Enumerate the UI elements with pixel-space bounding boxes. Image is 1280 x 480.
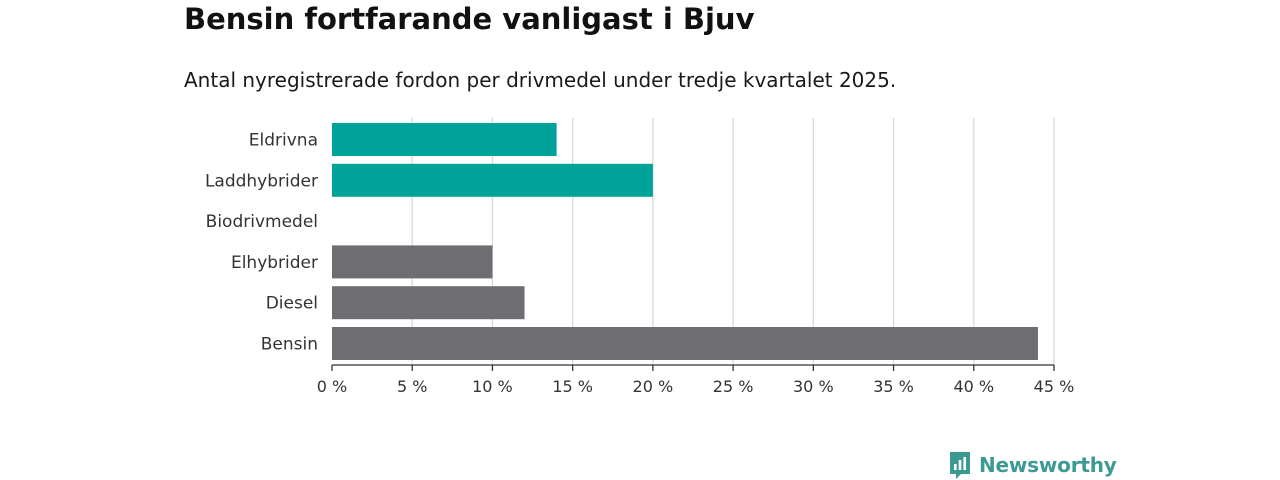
logo-text: Newsworthy: [979, 453, 1117, 477]
x-tick-label-20: 20 %: [633, 377, 674, 396]
x-tick-label-0: 0 %: [317, 377, 347, 396]
bars: [332, 123, 1038, 360]
category-label-biodrivmedel: Biodrivmedel: [206, 212, 318, 232]
bar-eldrivna[interactable]: [332, 123, 557, 156]
x-tick-label-10: 10 %: [472, 377, 513, 396]
category-labels: Eldrivna Laddhybrider Biodrivmedel Elhybrid…: [205, 131, 318, 355]
x-tick-label-5: 5 %: [397, 377, 427, 396]
newsworthy-logo[interactable]: Newsworthy: [948, 450, 1117, 480]
category-label-diesel: Diesel: [266, 294, 318, 314]
x-tick-label-40: 40 %: [953, 377, 994, 396]
category-label-bensin: Bensin: [261, 335, 318, 355]
bar-elhybrider[interactable]: [332, 245, 493, 279]
category-label-laddhybrider: Laddhybrider: [205, 171, 318, 191]
category-label-elhybrider: Elhybrider: [231, 253, 318, 273]
chart-subtitle: Antal nyregistrerade fordon per drivmede…: [184, 68, 897, 92]
newsworthy-logo-icon: [950, 452, 970, 479]
x-axis: 0 % 5 % 10 % 15 % 20 % 25 % 30 % 35 % 40 % 45 %: [317, 364, 1075, 396]
x-tick-label-25: 25 %: [713, 377, 754, 396]
bar-laddhybrider[interactable]: [332, 163, 653, 197]
x-tick-label-30: 30 %: [793, 377, 834, 396]
chart-title: Bensin fortfarande vanligast i Bjuv: [184, 2, 755, 36]
x-tick-label-45: 45 %: [1034, 377, 1075, 396]
gridlines: [411, 118, 1055, 365]
x-tick-label-15: 15 %: [552, 377, 593, 396]
bar-diesel[interactable]: [332, 286, 525, 320]
bar-bensin[interactable]: [332, 327, 1038, 360]
category-label-eldrivna: Eldrivna: [249, 131, 318, 151]
x-tick-label-35: 35 %: [873, 377, 914, 396]
